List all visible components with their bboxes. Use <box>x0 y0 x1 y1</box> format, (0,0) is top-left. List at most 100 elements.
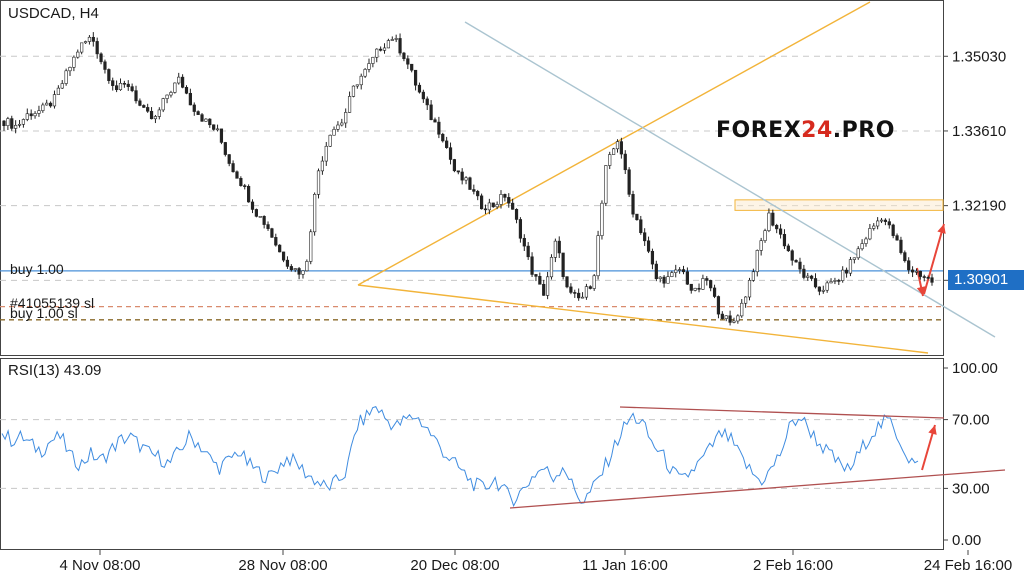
candle-body <box>518 219 523 239</box>
rsi-tick-label: 100.00 <box>952 360 998 377</box>
candle-body <box>441 133 445 142</box>
candle-body <box>316 170 321 195</box>
candle-body <box>344 112 348 124</box>
candle-body <box>126 83 130 87</box>
candle-body <box>689 283 693 291</box>
candle-body <box>608 154 612 166</box>
candle-body <box>577 292 581 299</box>
candle-body <box>697 287 701 290</box>
candle-body <box>208 118 212 126</box>
candle-body <box>600 202 604 236</box>
descending-trendline <box>464 21 996 338</box>
candle-body <box>681 269 686 273</box>
buy-order-label: buy 1.00 <box>10 261 64 277</box>
candle-body <box>464 177 468 181</box>
candle-body <box>755 250 759 273</box>
candle-body <box>813 278 818 288</box>
candle-body <box>487 202 491 211</box>
candle-body <box>83 41 88 44</box>
candle-body <box>285 259 290 267</box>
candle-body <box>740 302 744 317</box>
candle-body <box>37 110 41 114</box>
candle-body <box>425 98 429 106</box>
candle-body <box>872 225 876 229</box>
candle-body <box>95 41 99 55</box>
candle-body <box>169 92 173 96</box>
candle-body <box>254 209 258 217</box>
candle-body <box>678 269 682 271</box>
candle-body <box>775 224 779 230</box>
candle-body <box>693 287 697 291</box>
candle-body <box>157 109 161 117</box>
up-arrow <box>923 223 945 295</box>
watermark-part2: .PRO <box>832 118 895 143</box>
candle-body <box>445 140 449 148</box>
candle-body <box>592 275 596 289</box>
candle-body <box>456 170 460 173</box>
candle-body <box>247 186 251 203</box>
candle-body <box>674 269 678 273</box>
candle-body <box>262 216 266 225</box>
rsi-up-arrow-head <box>928 425 937 435</box>
candle-body <box>452 159 457 172</box>
candle-body <box>402 52 406 60</box>
x-tick-label: 28 Nov 08:00 <box>238 557 327 574</box>
candle-body <box>771 212 775 226</box>
x-tick-label: 11 Jan 16:00 <box>582 557 668 574</box>
candle-body <box>429 104 433 120</box>
candle-body <box>301 270 305 275</box>
up-arrow-head <box>937 224 946 234</box>
candle-body <box>798 261 802 270</box>
candle-body <box>324 145 328 162</box>
watermark-part1: FOREX <box>716 118 802 143</box>
candle-body <box>289 266 293 271</box>
rsi-title: RSI(13) 43.09 <box>8 362 101 379</box>
candle-body <box>891 224 895 236</box>
candle-body <box>476 191 480 197</box>
candle-body <box>184 87 189 94</box>
candle-body <box>223 142 227 155</box>
candle-body <box>604 165 608 204</box>
price-tick-label: 1.35030 <box>952 48 1006 65</box>
candle-body <box>91 36 95 42</box>
candle-body <box>2 120 6 126</box>
candle-body <box>658 276 662 280</box>
candle-body <box>149 110 154 120</box>
candle-body <box>413 69 418 86</box>
price-tick-label: 1.33610 <box>952 123 1006 140</box>
candle-body <box>716 296 721 315</box>
candle-body <box>545 276 550 296</box>
candle-body <box>483 208 488 211</box>
candle-body <box>153 116 158 120</box>
candle-body <box>410 63 414 71</box>
candle-body <box>852 257 856 260</box>
candle-body <box>142 105 146 108</box>
candle-body <box>643 232 647 242</box>
main-panel-frame <box>0 0 944 356</box>
candle-body <box>328 134 332 147</box>
candle-body <box>76 51 80 58</box>
candle-body <box>580 296 585 299</box>
candle-body <box>666 276 670 284</box>
candle-body <box>87 36 92 42</box>
candle-body <box>134 90 138 102</box>
rsi-name: RSI(13) <box>8 362 60 379</box>
candle-body <box>639 219 643 234</box>
channel-lower-line <box>357 284 929 354</box>
candle-body <box>103 61 107 70</box>
order-label-stop: #41055139 sl <box>10 295 95 311</box>
candle-body <box>390 39 394 41</box>
candle-body <box>883 219 888 222</box>
rsi-tick-label: 30.00 <box>952 480 990 497</box>
candle-body <box>646 240 651 252</box>
overlays <box>0 1 996 471</box>
candle-body <box>297 268 301 275</box>
candle-body <box>379 48 383 51</box>
candle-body <box>573 292 577 294</box>
candle-body <box>829 281 833 284</box>
candle-body <box>386 40 391 49</box>
candle-body <box>382 47 387 51</box>
rsi-lower-channel <box>509 469 1006 509</box>
candle-body <box>468 177 472 190</box>
